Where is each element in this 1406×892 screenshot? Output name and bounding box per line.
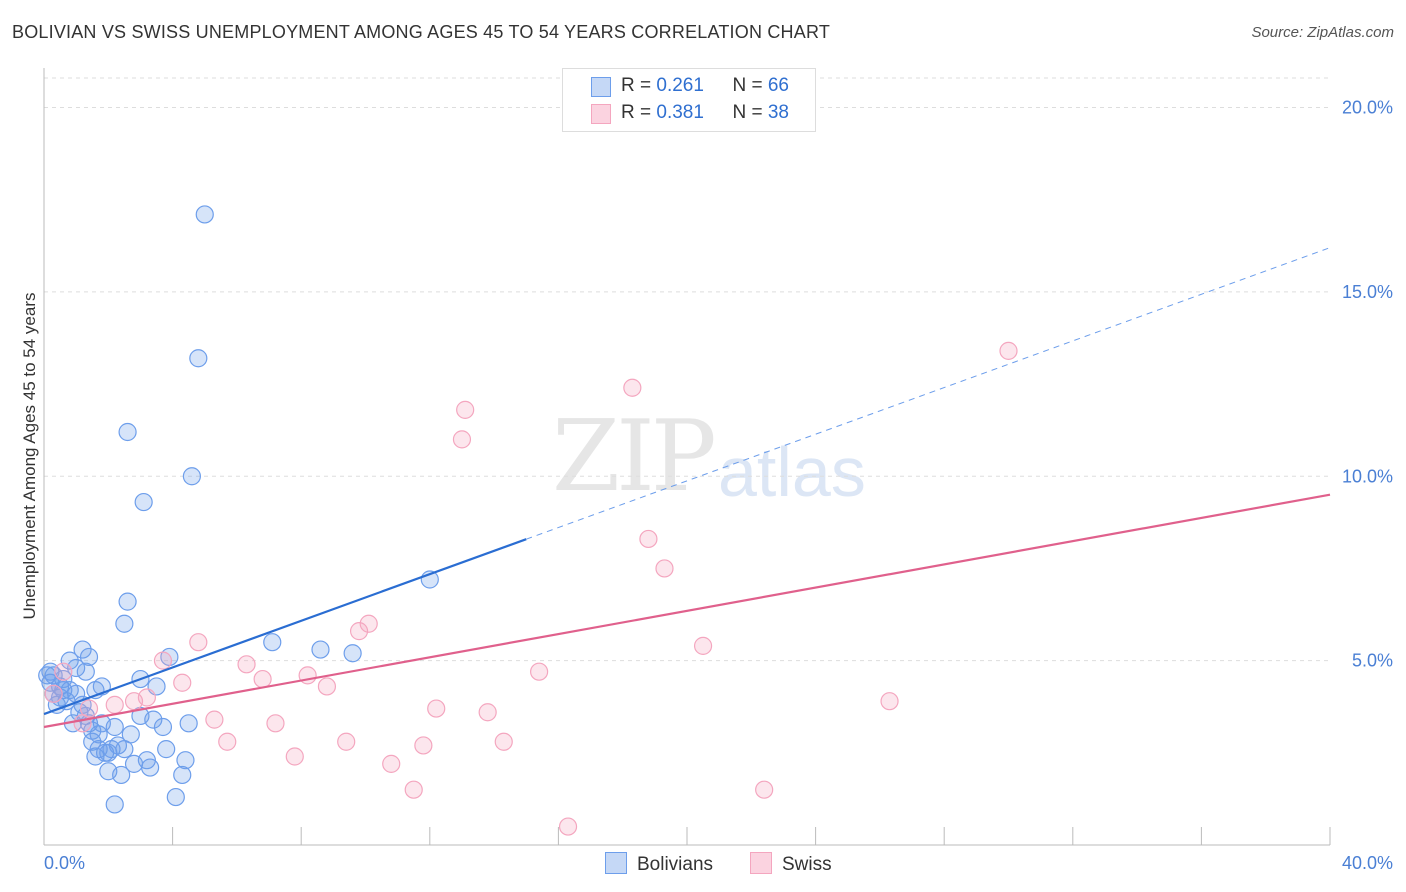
- bolivian-point: [166, 787, 185, 807]
- bolivian-point: [121, 725, 140, 744]
- swiss-point: [558, 817, 578, 836]
- swiss-point: [623, 378, 642, 397]
- swiss-point: [253, 669, 272, 689]
- bolivians-legend-label: Bolivians: [637, 854, 714, 875]
- swiss-point: [999, 341, 1018, 360]
- bolivian-point: [263, 633, 282, 652]
- swiss-point: [880, 692, 899, 711]
- swiss-point: [530, 662, 549, 681]
- swiss-point: [218, 732, 237, 751]
- x-tick-label: 40.0%: [1342, 853, 1393, 873]
- swiss-point: [639, 529, 658, 549]
- legend-row-swiss: R = 0.381 N = 38: [621, 102, 789, 124]
- bolivian-point: [176, 751, 195, 770]
- bolivian-point: [134, 492, 153, 512]
- bolivian-point: [105, 717, 124, 737]
- legend-n-label: N =: [732, 102, 768, 123]
- swiss-point: [755, 780, 774, 799]
- legend-n-value: 66: [767, 75, 789, 96]
- bolivian-point: [105, 795, 124, 814]
- bolivian-point: [60, 651, 79, 670]
- bolivian-trendline: [43, 538, 527, 716]
- swiss-point: [359, 614, 378, 633]
- bolivian-point: [112, 765, 131, 785]
- bolivian-point: [76, 662, 95, 681]
- swiss-swatch: [591, 104, 611, 124]
- bolivian-point: [118, 422, 137, 442]
- swiss-point: [427, 699, 446, 718]
- legend-r-label: R =: [621, 102, 657, 123]
- correlation-legend: R = 0.261 N = 66 R = 0.381 N = 38: [562, 68, 816, 132]
- legend-n-label: N =: [732, 75, 768, 96]
- swiss-point: [189, 633, 208, 652]
- swiss-point: [478, 703, 497, 722]
- x-tick-label: 0.0%: [44, 853, 85, 873]
- bolivian-point: [195, 205, 214, 224]
- swiss-point: [285, 747, 304, 766]
- legend-r-value: 0.261: [656, 75, 704, 96]
- bolivian-point: [157, 740, 176, 759]
- watermark-zip: ZIP: [552, 400, 717, 514]
- bolivian-point: [189, 349, 208, 368]
- bolivian-point: [83, 732, 102, 751]
- swiss-point: [153, 651, 173, 670]
- swiss-point: [266, 714, 285, 733]
- swiss-point: [205, 710, 224, 729]
- bolivians-legend-swatch: [605, 852, 627, 874]
- swiss-point: [54, 662, 73, 681]
- bolivian-point: [79, 647, 99, 667]
- y-tick-label: 15.0%: [1342, 282, 1393, 302]
- swiss-point: [44, 684, 63, 703]
- bolivian-point: [115, 614, 134, 633]
- swiss-point: [137, 688, 156, 707]
- swiss-point: [105, 695, 124, 714]
- swiss-trendline: [43, 493, 1331, 729]
- legend-r-label: R =: [621, 75, 657, 96]
- swiss-point: [655, 559, 674, 578]
- y-tick-label: 20.0%: [1342, 98, 1393, 118]
- bolivian-point: [118, 592, 137, 611]
- bolivian-point: [41, 662, 60, 681]
- swiss-point: [317, 677, 337, 696]
- bolivian-point: [144, 710, 163, 729]
- swiss-point: [494, 732, 513, 751]
- bolivian-point: [182, 467, 201, 486]
- swiss-point: [79, 699, 99, 718]
- swiss-point: [404, 780, 423, 799]
- swiss-legend-swatch: [750, 852, 772, 874]
- swiss-point: [382, 754, 401, 773]
- bolivian-point: [311, 640, 330, 659]
- bolivian-point: [73, 640, 92, 659]
- bolivian-point: [179, 714, 198, 733]
- swiss-point: [337, 732, 356, 751]
- swiss-point: [693, 636, 713, 655]
- swiss-point: [414, 736, 433, 755]
- bolivians-swatch: [591, 77, 611, 97]
- y-tick-label: 10.0%: [1342, 466, 1393, 486]
- legend-item-swiss: Swiss: [750, 852, 832, 876]
- legend-n-value: 38: [767, 102, 789, 123]
- swiss-legend-label: Swiss: [782, 854, 832, 875]
- legend-row-bolivians: R = 0.261 N = 66: [621, 75, 789, 97]
- swiss-point: [452, 430, 472, 449]
- bolivian-point: [343, 644, 362, 663]
- bolivian-point: [140, 758, 160, 777]
- watermark-atlas: atlas: [718, 433, 866, 511]
- bolivian-trendline-extension: [526, 247, 1331, 540]
- source-credit: Source: ZipAtlas.com: [1251, 24, 1394, 41]
- legend-r-value: 0.381: [656, 102, 704, 123]
- legend-item-bolivians: Bolivians: [605, 852, 713, 876]
- bolivian-point: [153, 717, 173, 737]
- bolivian-point: [89, 725, 108, 744]
- swiss-point: [456, 400, 475, 419]
- chart-title: BOLIVIAN VS SWISS UNEMPLOYMENT AMONG AGE…: [12, 22, 831, 42]
- swiss-point: [237, 655, 256, 674]
- swiss-point: [349, 622, 369, 641]
- y-tick-label: 5.0%: [1352, 651, 1393, 671]
- bolivian-point: [173, 765, 192, 785]
- swiss-point: [173, 673, 192, 692]
